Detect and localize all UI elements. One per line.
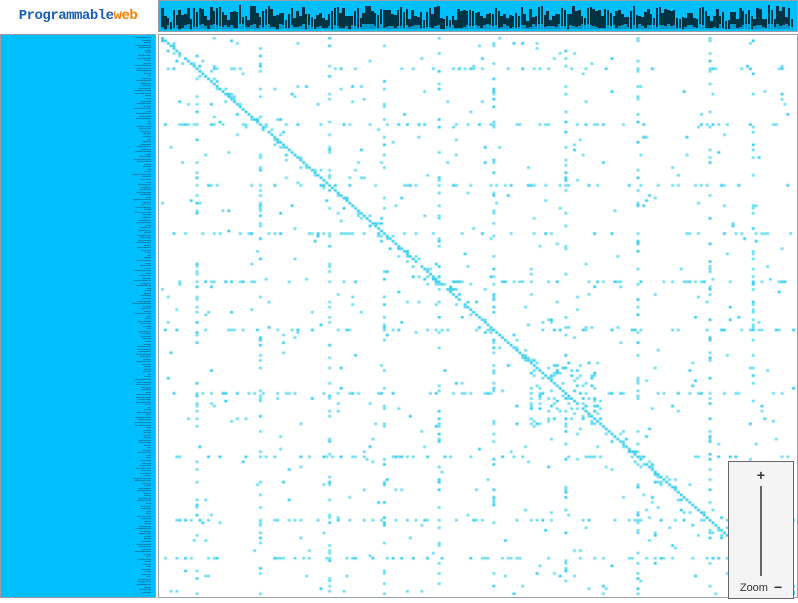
- zoom-out-button[interactable]: −: [774, 580, 782, 594]
- adjacency-matrix[interactable]: [158, 34, 798, 598]
- logo-part2: web: [114, 8, 138, 24]
- zoom-control: + Zoom −: [728, 461, 794, 599]
- top-axis[interactable]: [158, 0, 798, 32]
- logo-part1: Programmable: [19, 8, 114, 24]
- left-axis[interactable]: ecuqmnjpthazvvaqnnmiycjzzlpgelijakojbqhs…: [0, 34, 156, 598]
- logo: Programmableweb: [0, 0, 156, 32]
- zoom-slider-track[interactable]: [760, 486, 762, 576]
- zoom-in-button[interactable]: +: [757, 468, 765, 482]
- zoom-label: Zoom: [740, 582, 768, 594]
- left-axis-row[interactable]: gwdbcifim: [3, 591, 153, 594]
- top-axis-bar[interactable]: [791, 3, 794, 29]
